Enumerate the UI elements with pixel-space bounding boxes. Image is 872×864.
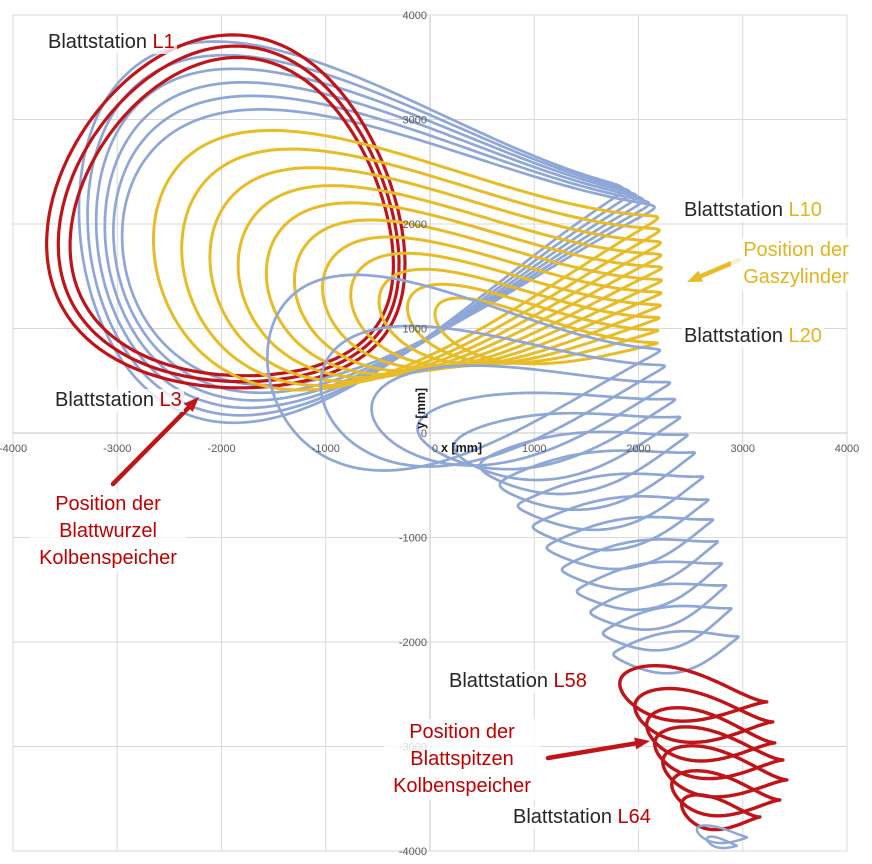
blade-tip-stations-L58-L64-loop — [645, 706, 777, 763]
y-tick-label: 1000 — [403, 324, 427, 336]
blade-root-stations-L4-L9-loop — [120, 108, 656, 387]
y-tick-label: 2000 — [403, 219, 427, 231]
x-tick-label: 2000 — [626, 443, 650, 455]
label-position-gaszylinder: Position der Gaszylinder — [731, 237, 861, 291]
station-code: L10 — [788, 199, 822, 221]
y-tick-label: -1000 — [399, 533, 427, 545]
label-position-blattspitzen-kolbenspeicher: Position der Blattspitzen Kolbenspeicher — [384, 719, 540, 800]
mid-stations-L21-L57-loop — [498, 449, 697, 512]
arrow-head — [687, 270, 704, 282]
mid-stations-L21-L57-loop — [266, 273, 662, 472]
label-text: Blattstation — [55, 389, 160, 411]
gas-cylinder-stations-L10-L20-loop — [264, 201, 663, 376]
blade-tip-stations-L58-L64-loop — [680, 793, 762, 832]
gridlines — [12, 14, 848, 852]
blade-root-stations-L4-L9-loop — [103, 81, 645, 402]
label-blattstation-l1: Blattstation L1 — [46, 31, 177, 54]
mid-stations-L21-L57-loop — [452, 411, 682, 482]
x-tick-label: -2000 — [207, 443, 235, 455]
label-blattstation-l20: Blattstation L20 — [682, 325, 824, 348]
x-tick-label: 4000 — [835, 443, 859, 455]
label-line: Position der — [55, 493, 161, 515]
blade-root-stations-L1-L3-loop — [68, 55, 395, 378]
y-axis-title: y [mm] — [414, 388, 428, 429]
y-tick-label: 0 — [421, 428, 427, 440]
label-blattstation-l3: Blattstation L3 — [53, 389, 184, 412]
blade-root-stations-L1-L3-loop — [45, 33, 407, 390]
label-text: Blattstation — [48, 31, 153, 53]
station-code: L58 — [553, 670, 587, 692]
mid-stations-L21-L57-loop — [319, 324, 667, 468]
label-line: Kolbenspeicher — [393, 775, 531, 797]
mid-stations-L21-L57-loop — [531, 494, 710, 552]
mid-stations-L21-L57-loop — [560, 538, 720, 591]
label-position-blattwurzel-kolbenspeicher: Position der Blattwurzel Kolbenspeicher — [30, 491, 186, 572]
label-line: Position der — [409, 721, 515, 743]
mid-stations-L21-L57-loop — [612, 629, 740, 675]
blade-root-stations-L4-L9-loop — [77, 40, 625, 425]
gas-cylinder-stations-L10-L20-loop — [293, 218, 663, 373]
x-tick-label: 3000 — [731, 443, 755, 455]
gas-cylinder-stations-L10-L20-loop — [349, 251, 662, 368]
gas-cylinder-stations-L10-L20-loop — [377, 267, 661, 366]
x-tick-label: -1000 — [312, 443, 340, 455]
arrow-head — [634, 737, 650, 750]
label-blattstation-l58: Blattstation L58 — [447, 670, 589, 693]
label-line: Blattwurzel — [59, 520, 157, 542]
x-tick-label: 0 — [432, 443, 438, 455]
gas-cylinder-stations-L10-L20-loop — [406, 282, 660, 365]
blade-root-stations-L4-L9-loop — [112, 94, 651, 395]
arrow-shaft — [545, 741, 638, 761]
trajectory-loops — [45, 33, 789, 850]
y-tick-label: 4000 — [403, 10, 427, 22]
station-code: L1 — [152, 31, 175, 53]
gas-cylinder-stations-L10-L20-loop — [321, 235, 663, 370]
station-code: L20 — [788, 325, 822, 347]
arrow-blattspitzen-kolbenspeicher — [545, 737, 650, 761]
label-line: Blattspitzen — [410, 748, 514, 770]
arrow-shaft — [110, 405, 191, 487]
label-text: Blattstation — [684, 199, 789, 221]
label-line: Gaszylinder — [743, 266, 849, 288]
label-blattstation-l64: Blattstation L64 — [511, 806, 653, 829]
blade-tip-stations-L58-L64-loop — [633, 686, 775, 744]
y-tick-label: -4000 — [399, 846, 427, 858]
x-tick-label: 1000 — [522, 443, 546, 455]
mid-stations-L21-L57-loop — [545, 515, 715, 571]
outermost-tip-stations-loop — [695, 824, 749, 845]
mid-stations-L21-L57-loop — [575, 560, 724, 612]
station-code: L3 — [159, 389, 182, 411]
gas-cylinder-stations-L10-L20-loop — [433, 296, 659, 366]
mid-stations-L21-L57-loop — [516, 472, 705, 532]
mid-stations-L21-L57-loop — [589, 582, 728, 631]
blade-root-stations-L4-L9-loop — [86, 53, 632, 417]
arrow-blattwurzel-kolbenspeicher — [110, 397, 199, 487]
blade-tip-stations-L58-L64-loop — [618, 664, 769, 723]
blade-tip-stations-L58-L64-loop — [670, 769, 782, 818]
label-line: Kolbenspeicher — [39, 547, 177, 569]
label-text: Blattstation — [449, 670, 554, 692]
gas-cylinder-stations-L10-L20-loop — [208, 166, 662, 383]
gas-cylinder-stations-L10-L20-loop — [180, 147, 661, 388]
y-tick-label: 3000 — [403, 115, 427, 127]
label-text: Blattstation — [513, 806, 618, 828]
label-text: Blattstation — [684, 325, 789, 347]
x-tick-label: -4000 — [0, 443, 27, 455]
mid-stations-L21-L57-loop — [370, 364, 672, 467]
x-tick-label: -3000 — [103, 443, 131, 455]
x-axis-title: x [mm] — [441, 441, 482, 455]
station-code: L64 — [617, 806, 651, 828]
arrow-head — [184, 397, 199, 412]
mid-stations-L21-L57-loop — [478, 430, 689, 496]
mid-stations-L21-L57-loop — [601, 604, 733, 652]
label-line: Position der — [743, 239, 849, 261]
label-blattstation-l10: Blattstation L10 — [682, 199, 824, 222]
outermost-tip-stations-loop — [705, 835, 738, 850]
y-tick-label: -2000 — [399, 637, 427, 649]
blade-tip-stations-L58-L64-loop — [653, 725, 785, 781]
mid-stations-L21-L57-loop — [416, 391, 677, 471]
